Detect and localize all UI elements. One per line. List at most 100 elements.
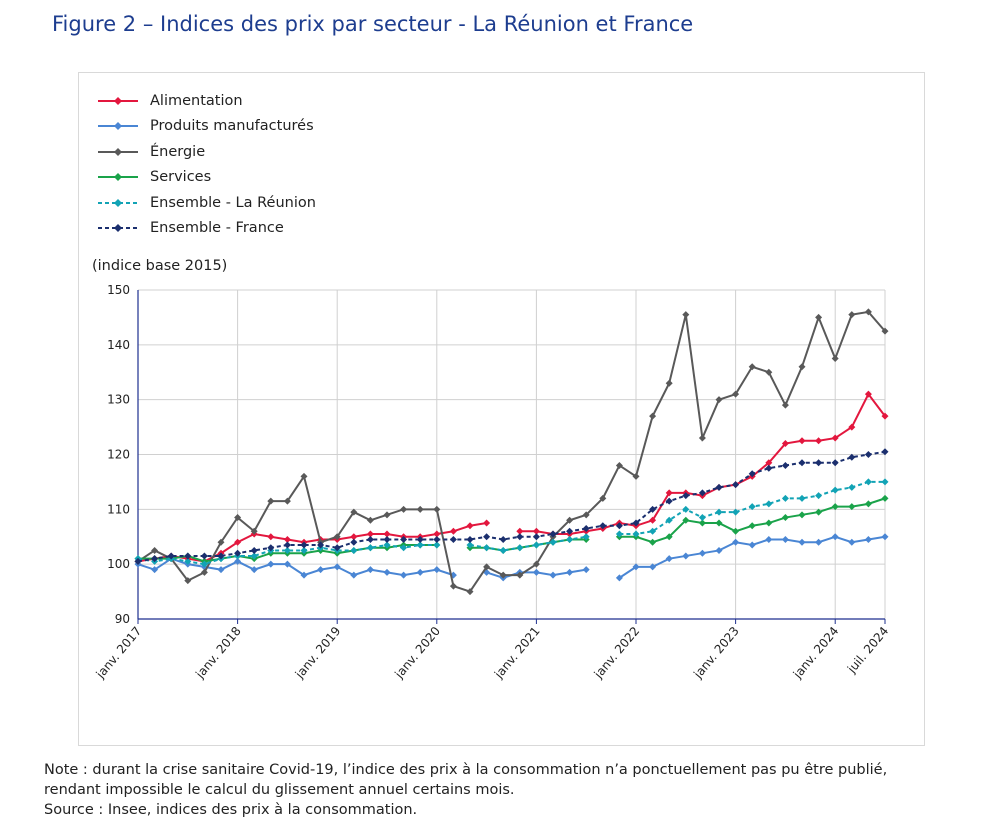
data-point (881, 412, 889, 420)
data-point (815, 313, 823, 321)
legend-label: Alimentation (150, 92, 243, 109)
data-point (831, 434, 839, 442)
data-point (433, 541, 441, 549)
legend-swatch (98, 224, 138, 233)
data-point (383, 541, 391, 549)
data-point (582, 525, 590, 533)
legend-marker (114, 198, 122, 207)
data-point (831, 503, 839, 511)
data-point (250, 566, 258, 574)
data-point (532, 527, 540, 535)
data-point (848, 423, 856, 431)
data-point (715, 396, 723, 404)
legend-marker (114, 224, 122, 233)
series-line-5 (137, 450, 886, 563)
data-point (416, 505, 424, 513)
data-point (549, 530, 557, 538)
chart-frame (78, 72, 925, 746)
data-point (217, 538, 225, 546)
data-point (516, 533, 524, 541)
x-tick-label: janv. 2017 (93, 624, 145, 682)
data-point (881, 448, 889, 456)
data-point (217, 552, 225, 560)
data-point (881, 478, 889, 486)
data-point (848, 453, 856, 461)
data-point (200, 560, 208, 568)
data-point (499, 571, 507, 579)
data-point (416, 568, 424, 576)
data-point (798, 459, 806, 467)
data-point (781, 494, 789, 502)
data-point (682, 492, 690, 500)
data-point (748, 522, 756, 530)
data-point (449, 535, 457, 543)
data-point (151, 566, 159, 574)
data-point (383, 511, 391, 519)
legend-label: Services (150, 169, 212, 186)
series-line-2 (137, 310, 886, 593)
data-point (350, 538, 358, 546)
data-point (383, 535, 391, 543)
x-tick-label: janv. 2019 (292, 624, 344, 682)
data-point (665, 533, 673, 541)
data-point (350, 508, 358, 516)
legend-swatch (98, 122, 138, 131)
data-point (815, 459, 823, 467)
data-point (566, 516, 574, 524)
legend-item-ensemble-reunion: Ensemble - La Réunion (96, 190, 316, 216)
data-point (815, 538, 823, 546)
data-point (798, 511, 806, 519)
data-point (682, 505, 690, 513)
data-point (167, 552, 175, 560)
data-point (433, 535, 441, 543)
data-point (599, 494, 607, 502)
y-tick-label: 90 (115, 612, 130, 626)
data-point (483, 533, 491, 541)
data-point (433, 530, 441, 538)
data-point (815, 437, 823, 445)
data-point (350, 571, 358, 579)
data-point (615, 461, 623, 469)
data-point (283, 541, 291, 549)
data-point (815, 492, 823, 500)
data-point (665, 489, 673, 497)
data-point (881, 327, 889, 335)
data-point (433, 505, 441, 513)
y-tick-label: 100 (107, 557, 130, 571)
source-line: Source : Insee, indices des prix à la co… (44, 802, 418, 818)
data-point (765, 500, 773, 508)
data-point (848, 503, 856, 511)
data-point (698, 519, 706, 527)
data-point (184, 577, 192, 585)
data-point (615, 530, 623, 538)
data-point (765, 519, 773, 527)
data-point (400, 535, 408, 543)
data-point (649, 516, 657, 524)
data-point (300, 472, 308, 480)
data-point (283, 560, 291, 568)
data-point (848, 538, 856, 546)
y-tick-label: 140 (107, 338, 130, 352)
data-point (483, 563, 491, 571)
data-point (483, 519, 491, 527)
data-point (748, 470, 756, 478)
data-point (781, 514, 789, 522)
data-point (781, 401, 789, 409)
legend-item-ensemble-france: Ensemble - France (96, 216, 316, 242)
data-point (715, 546, 723, 554)
data-point (200, 552, 208, 560)
legend-swatch (98, 198, 138, 207)
legend-marker (114, 173, 122, 182)
legend-item-alimentation: Alimentation (96, 88, 316, 114)
data-point (449, 527, 457, 535)
y-tick-label: 150 (107, 283, 130, 297)
x-tick-label: janv. 2018 (192, 624, 244, 682)
data-point (350, 546, 358, 554)
data-point (300, 541, 308, 549)
data-point (682, 311, 690, 319)
data-point (267, 497, 275, 505)
data-point (317, 541, 325, 549)
data-point (698, 549, 706, 557)
data-point (732, 538, 740, 546)
y-tick-label: 130 (107, 393, 130, 407)
